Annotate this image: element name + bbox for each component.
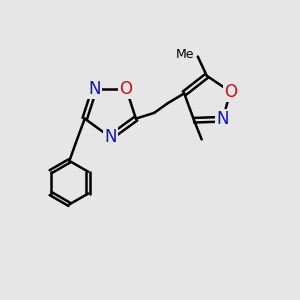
Text: O: O [120, 80, 133, 98]
Text: N: N [104, 128, 117, 146]
Text: O: O [224, 83, 237, 101]
Text: N: N [216, 110, 229, 128]
Text: N: N [88, 80, 101, 98]
Text: Me: Me [176, 48, 194, 61]
